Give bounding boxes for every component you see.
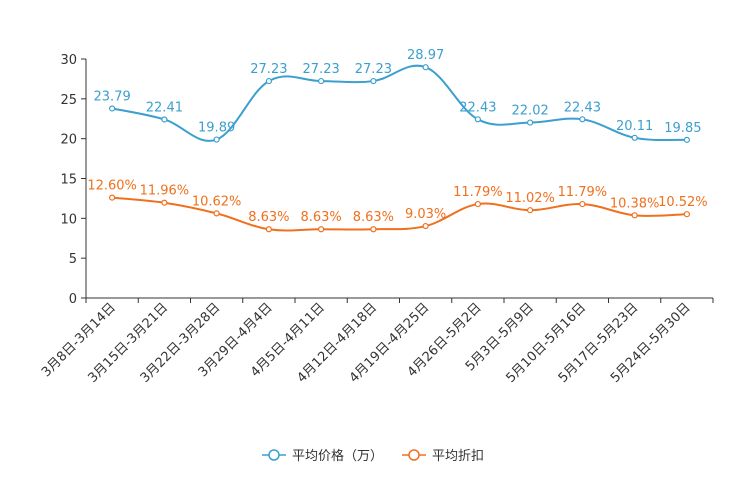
data-label: 10.38%: [610, 196, 660, 211]
data-point[interactable]: [579, 116, 586, 123]
data-point[interactable]: [527, 207, 534, 214]
data-point[interactable]: [161, 199, 168, 206]
data-point[interactable]: [213, 136, 220, 143]
data-point[interactable]: [265, 226, 272, 233]
data-point[interactable]: [318, 226, 325, 233]
data-point[interactable]: [213, 210, 220, 217]
y-tick-label: 25: [60, 93, 77, 108]
data-label: 12.60%: [87, 179, 137, 194]
data-point[interactable]: [370, 226, 377, 233]
data-point[interactable]: [579, 200, 586, 208]
data-point[interactable]: [109, 105, 116, 112]
data-point[interactable]: [474, 200, 481, 208]
data-point[interactable]: [318, 77, 325, 85]
data-label: 10.62%: [192, 194, 242, 209]
data-label: 8.63%: [248, 210, 289, 225]
data-label: 11.79%: [558, 185, 608, 200]
y-tick-label: 15: [60, 173, 77, 188]
data-label: 22.43: [459, 100, 496, 115]
x-axis: 3月8日-3月14日3月15日-3月21日3月22日-3月28日3月29日-4月…: [39, 297, 714, 386]
y-tick-label: 5: [69, 252, 77, 267]
data-label: 9.03%: [405, 207, 446, 222]
data-label: 27.23: [250, 62, 287, 77]
series-layer: 23.79 22.41 19.89 27.23 27.23 27.23 28.97 22.43…: [87, 48, 708, 233]
data-label: 19.85: [664, 121, 701, 136]
legend-item-1[interactable]: 平均价格（万）: [262, 448, 383, 464]
series-1: 23.79 22.41 19.89 27.23 27.23 27.23 28.97 22.43…: [94, 48, 701, 143]
series-2: 12.60% 11.96%10.62% 8.63% 8.63% 8.63% 9.03% 11…: [87, 179, 708, 233]
data-point[interactable]: [422, 64, 429, 71]
y-tick-label: 10: [60, 212, 77, 227]
data-point[interactable]: [422, 222, 429, 230]
y-tick-label: 0: [69, 292, 77, 307]
data-point[interactable]: [370, 77, 377, 85]
data-point[interactable]: [631, 212, 638, 219]
legend-circle-icon: [268, 449, 280, 461]
data-label: 28.97: [407, 48, 444, 63]
data-label: 11.96%: [140, 184, 190, 199]
data-point[interactable]: [683, 211, 690, 218]
data-point[interactable]: [474, 116, 481, 123]
data-label: 22.41: [146, 100, 183, 115]
y-axis: 0 5 10 15 20 25 30: [60, 53, 87, 307]
series-line: [112, 196, 687, 232]
data-label: 23.79: [94, 89, 131, 104]
data-point[interactable]: [631, 134, 638, 141]
data-label: 11.79%: [453, 185, 503, 200]
data-label: 22.02: [512, 104, 549, 119]
legend[interactable]: 平均价格（万） 平均折扣: [262, 448, 484, 464]
data-label: 19.89: [198, 121, 235, 136]
legend-item-2[interactable]: 平均折扣: [402, 449, 484, 464]
data-label: 11.02%: [505, 191, 555, 206]
data-label: 20.11: [616, 119, 653, 134]
data-point[interactable]: [683, 136, 690, 143]
data-point[interactable]: [527, 119, 534, 126]
data-label: 22.43: [564, 100, 601, 115]
legend-label: 平均价格（万）: [292, 448, 383, 464]
y-tick-label: 30: [60, 53, 77, 68]
data-point[interactable]: [109, 194, 116, 201]
data-label: 27.23: [303, 62, 340, 77]
data-label: 10.52%: [658, 195, 708, 210]
legend-label: 平均折扣: [432, 449, 484, 464]
data-label: 8.63%: [300, 210, 341, 225]
y-tick-label: 20: [60, 133, 77, 148]
data-label: 8.63%: [353, 210, 394, 225]
data-point[interactable]: [161, 116, 168, 123]
data-label: 27.23: [355, 62, 392, 77]
legend-circle-icon: [408, 449, 420, 461]
data-point[interactable]: [265, 77, 272, 85]
